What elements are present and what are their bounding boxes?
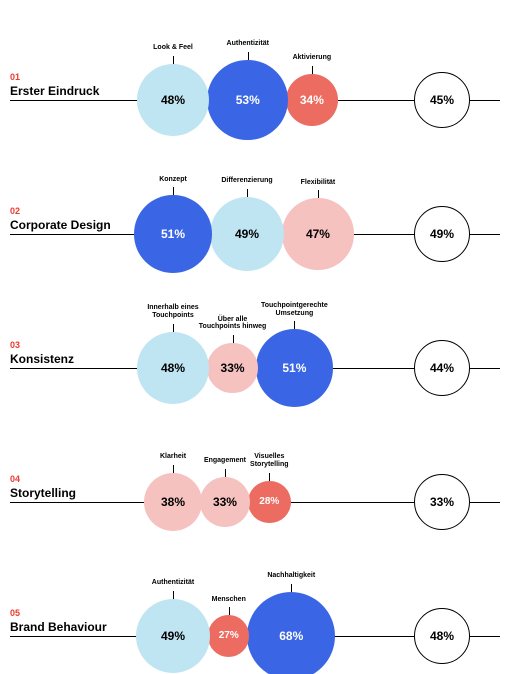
label-tick [318, 190, 319, 198]
label-tick [294, 321, 295, 329]
label-tick [248, 52, 249, 60]
bubble-label: Nachhaltigkeit [246, 572, 336, 580]
bubble-label: Authentizität [203, 40, 293, 48]
label-tick [173, 465, 174, 473]
bubble-label: Über alle Touchpoints hinweg [188, 316, 278, 331]
metric-bubble: 49% [136, 599, 210, 673]
label-tick [247, 189, 248, 197]
metric-bubble: 51% [256, 329, 334, 407]
metric-bubble: 34% [286, 74, 338, 126]
chart-row: 05 Brand Behaviour Authentizität 49%Mensche… [0, 536, 510, 670]
row-number: 03 [10, 340, 20, 350]
metric-bubble: 48% [137, 332, 210, 405]
label-tick [291, 584, 292, 592]
row-title: Erster Eindruck [10, 84, 99, 98]
row-number: 02 [10, 206, 20, 216]
bubble-label: Aktivierung [267, 54, 357, 62]
metric-bubble: 38% [144, 473, 202, 531]
label-tick [269, 473, 270, 481]
chart-row: 04StorytellingKlarheit38%Engagement33%Vi… [0, 402, 510, 536]
row-number: 05 [10, 608, 20, 618]
row-number: 01 [10, 72, 20, 82]
label-tick [173, 56, 174, 64]
row-title: Konsistenz [10, 352, 74, 366]
label-tick [233, 335, 234, 343]
metric-bubble: 27% [208, 615, 249, 656]
bubble-label: Authentizität [128, 579, 218, 587]
bubble-label: Visuelles Storytelling [224, 453, 314, 468]
metric-bubble: 49% [210, 197, 284, 271]
bubble-label: Touchpointgerechte Umsetzung [249, 302, 339, 317]
metric-bubble: 28% [248, 481, 291, 524]
summary-bubble: 48% [414, 608, 470, 664]
chart-row: 02Corporate DesignKonzept51%Differenzier… [0, 134, 510, 268]
summary-bubble: 44% [414, 340, 470, 396]
label-tick [173, 324, 174, 332]
label-tick [173, 591, 174, 599]
metric-bubble: 51% [134, 195, 212, 273]
metric-bubble: 33% [207, 343, 257, 393]
chart-row: 03KonsistenzInnerhalb eines Touchpoints4… [0, 268, 510, 402]
summary-bubble: 49% [414, 206, 470, 262]
row-number: 04 [10, 474, 20, 484]
chart-row: 01Erster EindruckLook & Feel48%Authentiz… [0, 0, 510, 134]
row-title: Corporate Design [10, 218, 111, 232]
metric-bubble: 53% [207, 60, 288, 141]
summary-bubble: 33% [414, 474, 470, 530]
row-title: Storytelling [10, 486, 76, 500]
label-tick [225, 469, 226, 477]
metric-bubble: 48% [137, 64, 210, 137]
bubble-label: Menschen [184, 596, 274, 604]
metric-bubble: 47% [282, 198, 353, 269]
metric-bubble: 33% [200, 477, 250, 527]
label-tick [312, 66, 313, 74]
row-title: Brand Behaviour [10, 620, 107, 634]
label-tick [229, 607, 230, 615]
metric-bubble: 68% [247, 592, 335, 674]
summary-bubble: 45% [414, 72, 470, 128]
bubble-label: Flexibilität [273, 179, 363, 187]
label-tick [173, 187, 174, 195]
